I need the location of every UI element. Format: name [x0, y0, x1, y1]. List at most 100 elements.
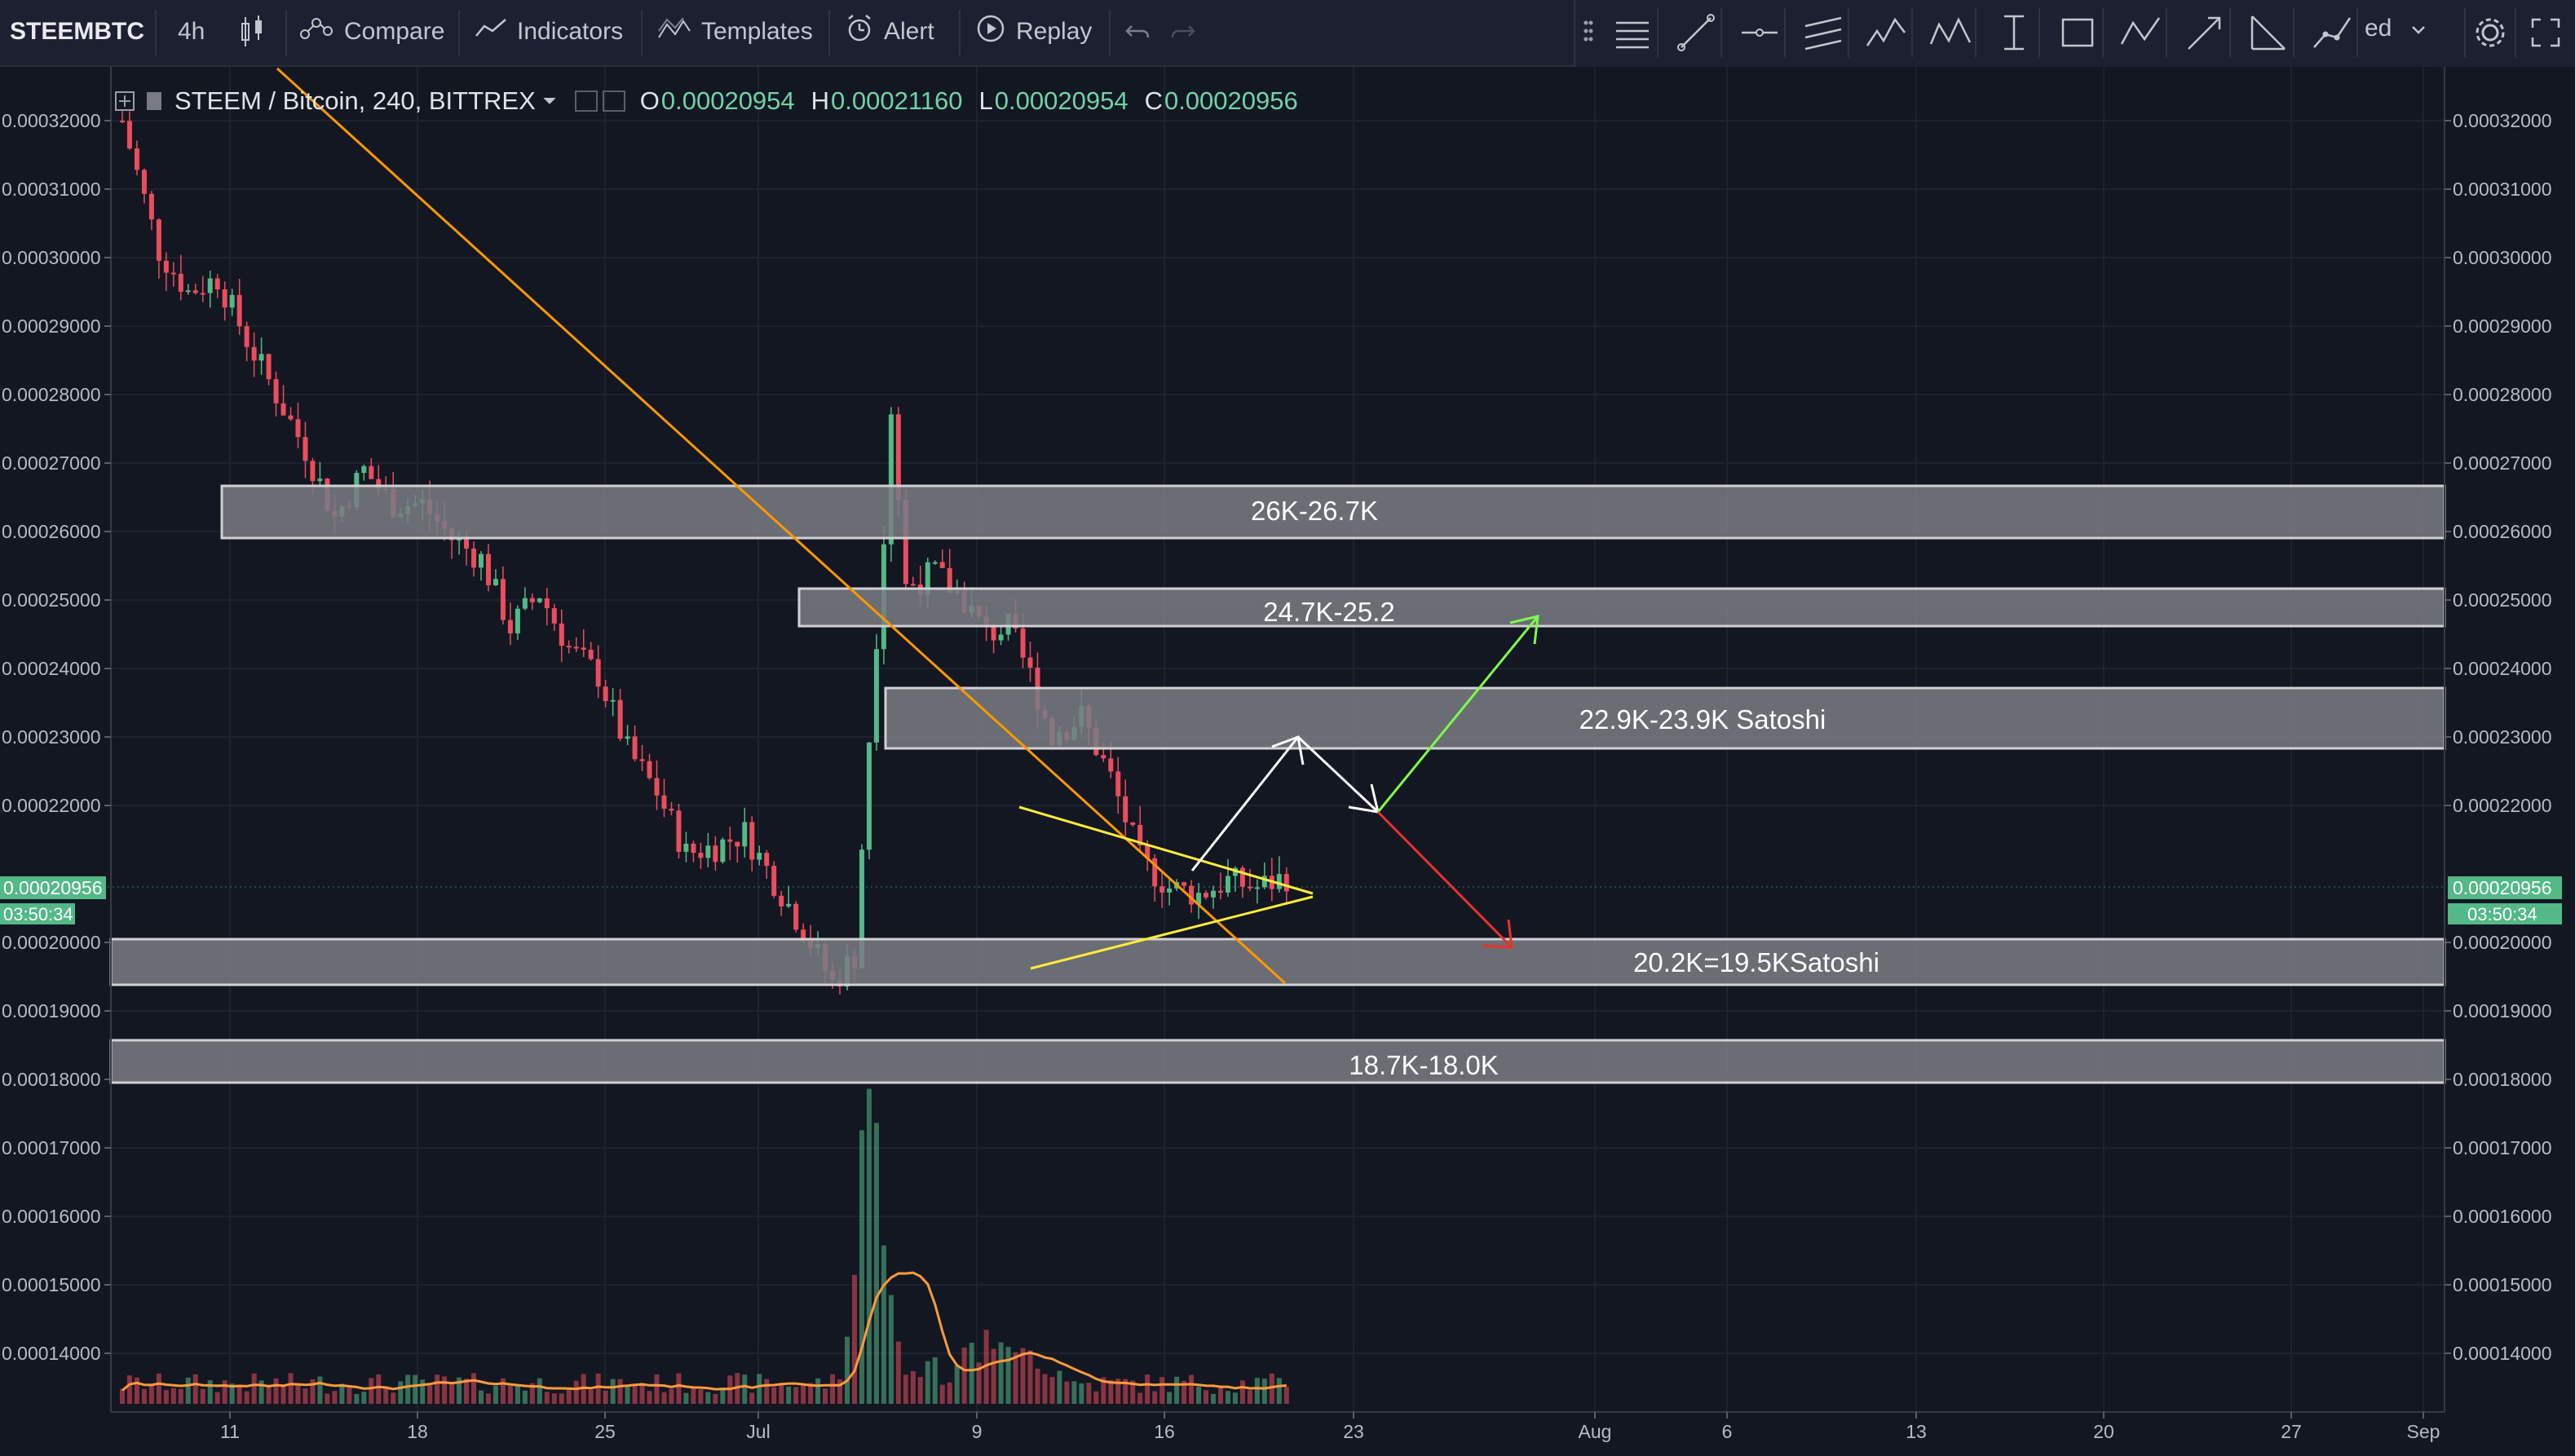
left-price-axis[interactable]: 0.00032000 0.00031000 0.00030000 0.00029000… [2, 110, 111, 1364]
interval-button[interactable]: 4h [178, 18, 205, 45]
undo-button[interactable] [1124, 0, 1151, 64]
volume-bar [1115, 1379, 1121, 1404]
volume-bar [793, 1387, 799, 1404]
toolbar-divider [458, 10, 460, 55]
drag-handle-icon[interactable] [1583, 20, 1593, 44]
volume-bar [295, 1383, 301, 1404]
candle [691, 841, 696, 863]
alert-button[interactable]: Alert [845, 0, 934, 64]
price-chart[interactable]: 26K-26.7K 24.7K-25.2 22.9K-23.9K Satoshi… [0, 67, 2575, 1456]
drawing-toolbar: ed [1574, 0, 2575, 68]
volume-bar [559, 1393, 564, 1404]
candle [1204, 890, 1209, 900]
candle [654, 760, 660, 810]
price-range-tool-icon[interactable] [1990, 8, 2040, 57]
parallel-channel-tool-icon[interactable] [1799, 8, 1849, 57]
zone-22-9k[interactable]: 22.9K-23.9K Satoshi [884, 686, 2446, 750]
abcd-pattern-tool-icon[interactable] [2117, 8, 2167, 57]
volume-bar [244, 1391, 250, 1404]
candle-style-button[interactable] [238, 0, 266, 64]
projection-path-arrows[interactable] [1190, 615, 1539, 949]
price-tick-label: 0.00030000 [2453, 247, 2552, 268]
downtrend-line[interactable] [276, 67, 1287, 985]
volume-bar [786, 1386, 792, 1404]
volume-bar [837, 1379, 843, 1404]
time-axis[interactable]: 11 18 25 Jul 9 16 23 Aug 6 13 20 27 Sep [220, 1412, 2440, 1442]
volume-bar [1167, 1392, 1173, 1404]
right-price-axis[interactable]: 0.00032000 0.00031000 0.00030000 0.00029000… [2445, 110, 2552, 1364]
compare-button[interactable]: Compare [298, 0, 444, 64]
horizontal-lines-tool-icon[interactable] [1608, 8, 1659, 57]
volume-bar [698, 1389, 704, 1404]
gear-icon[interactable] [602, 90, 625, 112]
zone-24-7k[interactable]: 24.7K-25.2 [797, 587, 2446, 628]
candle [632, 726, 638, 762]
candle [617, 688, 623, 742]
volume-bar [1079, 1383, 1084, 1404]
volume-bar [823, 1388, 828, 1404]
candle [214, 274, 220, 298]
volume-bar [713, 1393, 718, 1404]
volume-bar [310, 1379, 316, 1404]
trend-line-tool-icon[interactable] [1672, 8, 1722, 57]
price-tick-label: 0.00027000 [2453, 452, 2552, 474]
volume-bar [749, 1392, 755, 1404]
fib-fan-tool-icon[interactable] [2244, 8, 2295, 57]
volume-bar [895, 1341, 901, 1404]
volume-bar [413, 1374, 418, 1404]
expand-icon[interactable] [114, 90, 135, 112]
price-tick-label: 0.00023000 [2453, 726, 2552, 748]
low-label: L [978, 86, 993, 115]
volume-bar [917, 1377, 923, 1404]
layout-menu[interactable]: ed [2365, 15, 2427, 42]
candle [317, 461, 323, 486]
zone-18-7k[interactable]: 18.7K-18.0K [109, 1039, 2446, 1084]
svg-text:0.00020956: 0.00020956 [3, 877, 103, 898]
price-tick-label: 0.00015000 [2, 1274, 101, 1295]
arrow-tool-icon[interactable] [2180, 8, 2231, 57]
volume-bar [1027, 1350, 1033, 1404]
date-tick-label: Aug [1579, 1421, 1612, 1442]
fullscreen-button[interactable] [2521, 8, 2570, 57]
candle [947, 549, 952, 593]
horizontal-ray-tool-icon[interactable] [1735, 8, 1786, 57]
volume-bar [1049, 1377, 1055, 1404]
chart-legend: STEEM / Bitcoin, 240, BITTREX O 0.0002095… [114, 83, 1314, 119]
volume-bar [405, 1374, 411, 1404]
settings-button[interactable] [2464, 8, 2516, 57]
candle [793, 901, 799, 933]
replay-button[interactable]: Replay [975, 0, 1092, 64]
zone-label: 20.2K=19.5KSatoshi [1633, 947, 1879, 977]
toolbar-divider [959, 10, 961, 55]
volume-bar [830, 1374, 836, 1404]
rectangle-tool-icon[interactable] [2053, 8, 2104, 57]
volume-bar [1137, 1392, 1143, 1404]
zone-26k[interactable]: 26K-26.7K [220, 484, 2446, 540]
chevron-down-icon[interactable] [542, 96, 557, 106]
elliott-wave-tool-icon[interactable] [1862, 8, 1913, 57]
volume-bar [479, 1390, 484, 1404]
templates-button[interactable]: Templates [657, 0, 813, 64]
symmetrical-triangle[interactable] [1018, 805, 1314, 970]
path-tool-icon[interactable] [2308, 8, 2358, 57]
volume-bar [273, 1378, 279, 1404]
candle [303, 421, 308, 479]
replay-label: Replay [1016, 18, 1093, 45]
eye-icon[interactable] [574, 90, 598, 112]
symbol-search-button[interactable]: STEEMBTC [10, 18, 144, 45]
candle [141, 168, 147, 204]
indicators-button[interactable]: Indicators [475, 0, 623, 64]
candle [1181, 882, 1187, 890]
xabcd-pattern-tool-icon[interactable] [1926, 8, 1977, 57]
date-tick-label: Sep [2407, 1421, 2440, 1442]
volume-bar [910, 1370, 916, 1404]
redo-button[interactable] [1169, 0, 1197, 64]
volume-bar [720, 1388, 726, 1404]
volume-bar [500, 1378, 506, 1404]
volume-bar [859, 1130, 864, 1404]
volume-bar [617, 1379, 623, 1404]
replay-icon [975, 13, 1006, 51]
legend-title[interactable]: STEEM / Bitcoin, 240, BITTREX [174, 86, 536, 115]
date-tick-label: 6 [1722, 1421, 1733, 1442]
candle [361, 464, 367, 481]
